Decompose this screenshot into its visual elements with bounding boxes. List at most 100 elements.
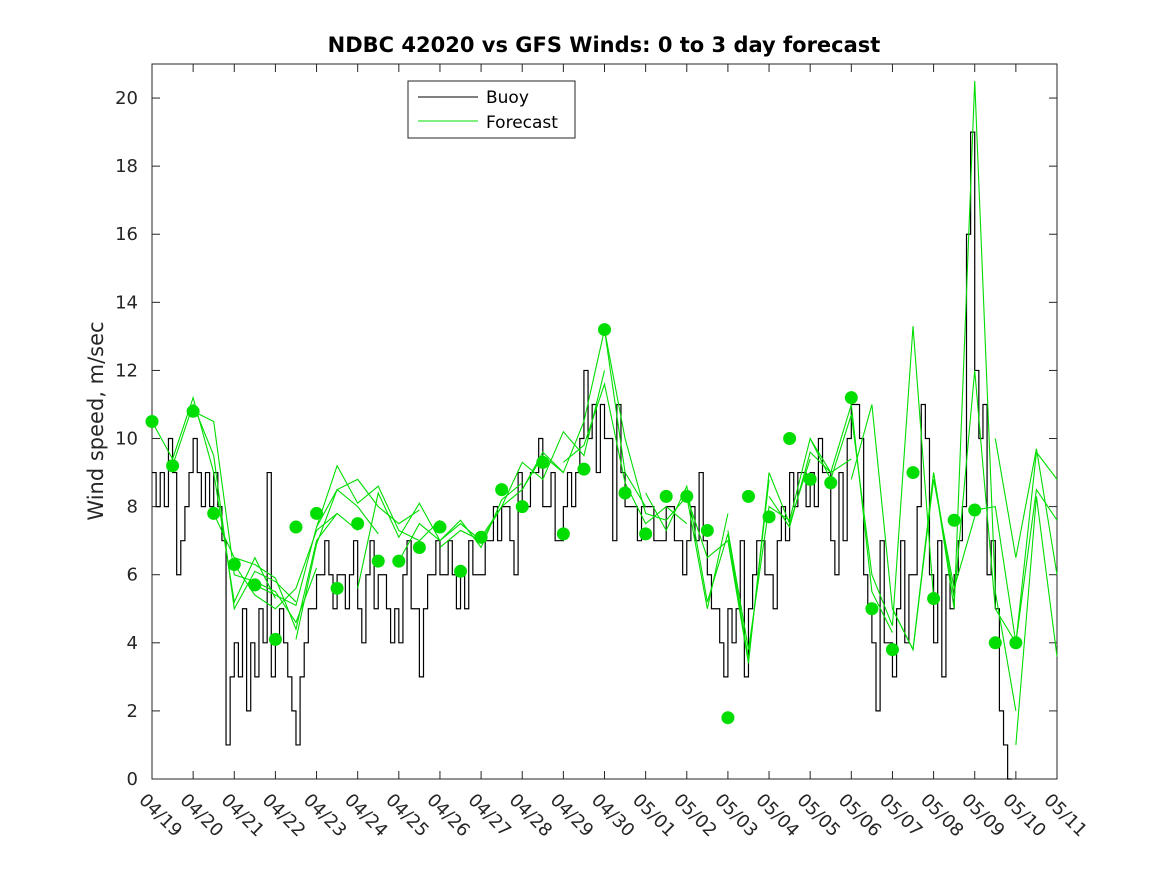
forecast-point — [454, 564, 468, 578]
x-tick-label: 05/08 — [916, 790, 968, 842]
y-tick-label: 20 — [115, 88, 138, 109]
forecast-point — [186, 404, 200, 418]
forecast-point — [700, 523, 714, 537]
x-tick-label: 05/05 — [793, 790, 845, 842]
forecast-run-line — [563, 381, 688, 525]
forecast-point — [824, 476, 838, 490]
x-tick-label: 04/19 — [134, 790, 186, 842]
forecast-point — [207, 506, 221, 520]
x-tick-label: 04/21 — [217, 790, 269, 842]
x-tick-label: 04/27 — [464, 790, 516, 842]
forecast-point — [145, 415, 159, 428]
chart-title: NDBC 42020 vs GFS Winds: 0 to 3 day fore… — [328, 33, 881, 57]
x-tick-label: 05/02 — [669, 790, 721, 842]
forecast-point — [392, 554, 406, 568]
forecast-point — [947, 513, 961, 527]
x-tick-label: 04/26 — [422, 790, 474, 842]
forecast-point — [310, 506, 324, 520]
forecast-run-line — [603, 329, 729, 609]
forecast-run-line — [994, 438, 1058, 575]
forecast-run-line — [316, 464, 441, 542]
forecast-point — [577, 462, 591, 476]
forecast-point — [227, 558, 241, 571]
forecast-point — [371, 554, 385, 568]
forecast-point — [412, 540, 426, 554]
x-tick-label: 05/11 — [1039, 790, 1091, 842]
forecast-point — [248, 578, 262, 592]
forecast-point — [166, 459, 180, 473]
x-tick-label: 04/22 — [258, 790, 310, 842]
y-tick-label: 2 — [127, 701, 138, 722]
x-tick-label: 05/07 — [875, 790, 927, 842]
y-tick-label: 12 — [115, 360, 138, 381]
forecast-point — [536, 455, 550, 469]
forecast-run-line — [1015, 496, 1058, 745]
y-axis-ticks: 0 2 4 6 8 10 12 14 16 18 20 — [115, 88, 1057, 790]
forecast-run-line — [295, 478, 420, 640]
forecast-run-line — [172, 402, 297, 611]
buoy-series — [152, 131, 1012, 780]
forecast-point — [474, 530, 488, 544]
forecast-point — [865, 602, 879, 616]
legend: Buoy Forecast — [407, 80, 576, 139]
forecast-point — [268, 632, 282, 646]
forecast-point — [927, 592, 941, 606]
x-tick-label: 05/03 — [710, 790, 762, 842]
forecast-point — [433, 520, 447, 534]
x-tick-label: 04/28 — [505, 790, 557, 842]
y-tick-label: 8 — [127, 497, 138, 518]
forecast-points — [145, 323, 1023, 725]
y-tick-label: 18 — [115, 156, 138, 177]
y-tick-label: 14 — [115, 292, 138, 313]
x-tick-label: 05/09 — [957, 790, 1009, 842]
x-tick-label: 04/25 — [381, 790, 433, 842]
x-tick-label: 05/06 — [834, 790, 886, 842]
x-tick-label: 05/01 — [628, 790, 680, 842]
x-tick-label: 04/29 — [546, 790, 598, 842]
forecast-point — [906, 466, 920, 480]
forecast-run-line — [213, 513, 338, 632]
legend-box — [407, 80, 576, 139]
forecast-point — [618, 486, 632, 500]
x-tick-label: 05/10 — [998, 790, 1050, 842]
forecast-point — [330, 581, 344, 595]
forecast-point — [289, 520, 303, 534]
forecast-run-line — [151, 395, 276, 604]
forecast-run-line — [891, 81, 1017, 711]
forecast-run-line — [480, 370, 606, 538]
y-tick-label: 0 — [127, 769, 138, 790]
x-tick-label: 04/24 — [340, 790, 392, 842]
buoy-line — [152, 131, 1012, 780]
forecast-point — [659, 489, 673, 503]
forecast-point — [803, 472, 817, 486]
y-tick-label: 6 — [127, 565, 138, 586]
forecast-point — [1009, 636, 1023, 650]
y-tick-label: 16 — [115, 224, 138, 245]
forecast-run-line — [233, 512, 359, 610]
forecast-point — [885, 643, 899, 657]
forecast-point — [844, 391, 858, 405]
forecast-run-line — [686, 458, 811, 664]
forecast-point — [721, 711, 735, 725]
forecast-point — [639, 527, 653, 541]
x-tick-label: 04/30 — [587, 790, 639, 842]
forecast-run-line — [521, 329, 647, 507]
forecast-point — [762, 510, 776, 524]
y-tick-label: 4 — [127, 633, 138, 654]
forecast-point — [351, 517, 365, 531]
forecast-point — [783, 432, 797, 446]
forecast-point — [598, 323, 611, 337]
forecast-point — [495, 483, 509, 497]
forecast-point — [515, 500, 529, 514]
forecast-point — [741, 489, 755, 503]
legend-forecast-label: Forecast — [486, 113, 558, 133]
forecast-run-line — [398, 482, 523, 562]
forecast-point — [556, 527, 570, 541]
forecast-point — [968, 503, 982, 517]
forecast-point — [988, 636, 1002, 650]
x-tick-label: 04/23 — [299, 790, 351, 842]
y-tick-label: 10 — [115, 429, 138, 450]
x-tick-label: 05/04 — [752, 790, 804, 842]
